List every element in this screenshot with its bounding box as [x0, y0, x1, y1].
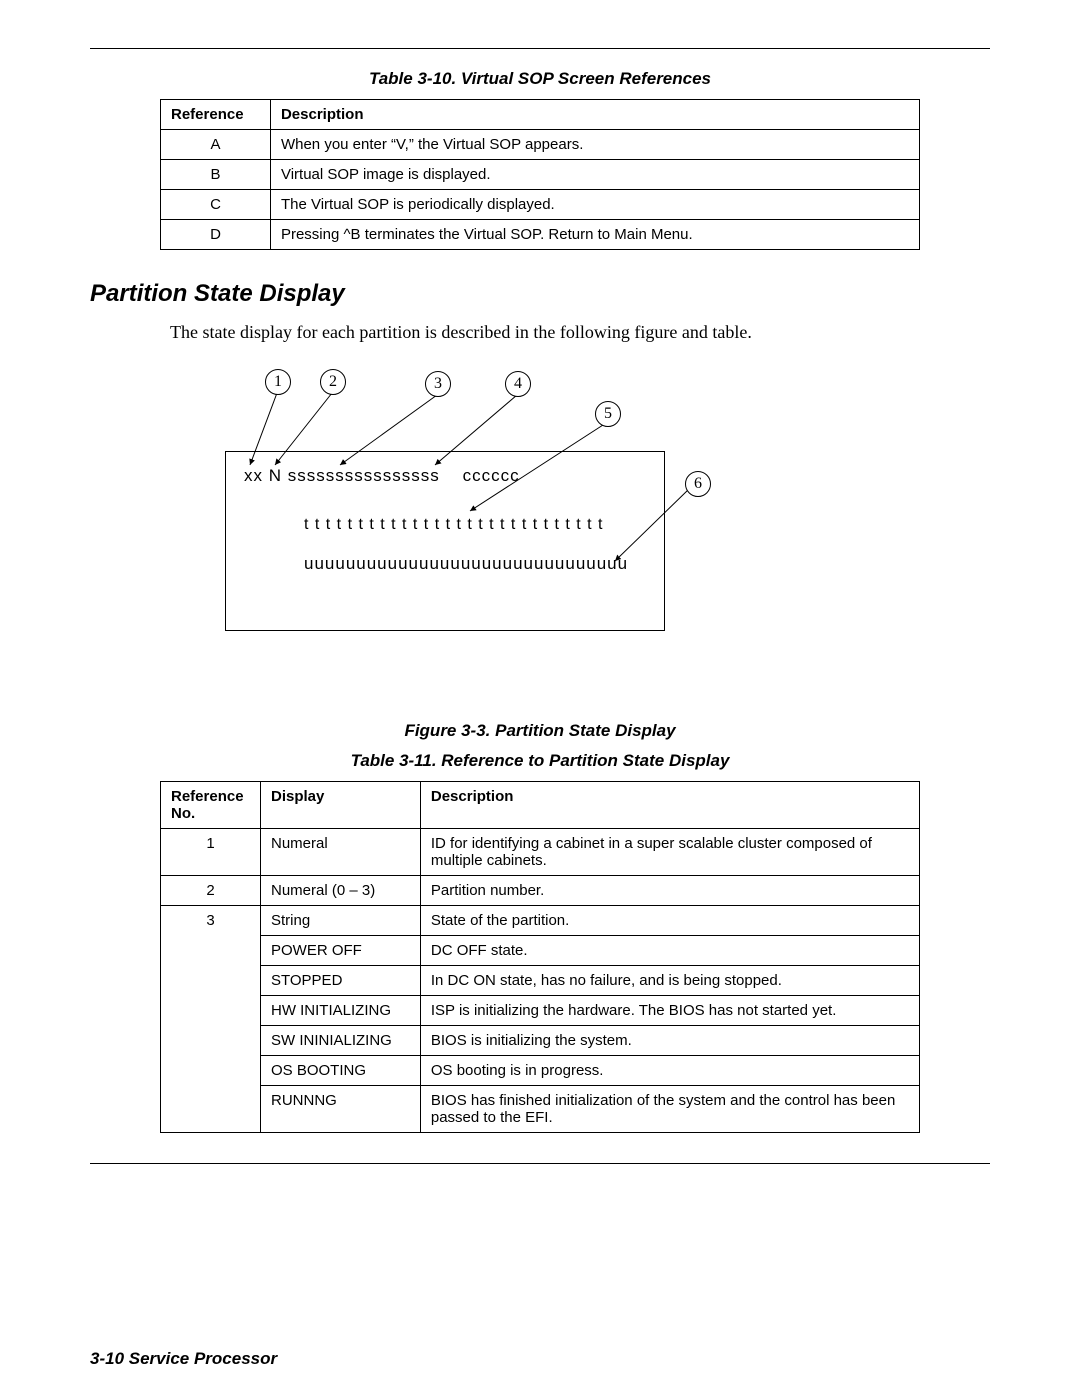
cell-desc: State of the partition.	[420, 906, 919, 936]
callout-bubble-5: 5	[595, 401, 621, 427]
cell-display: OS BOOTING	[260, 1056, 420, 1086]
table-row: D Pressing ^B terminates the Virtual SOP…	[161, 220, 920, 250]
table-row: POWER OFF DC OFF state.	[161, 936, 920, 966]
figure-3-3-caption: Figure 3-3. Partition State Display	[80, 721, 1000, 741]
page: Table 3-10. Virtual SOP Screen Reference…	[0, 0, 1080, 1397]
section-title: Partition State Display	[90, 280, 990, 308]
table-row: C The Virtual SOP is periodically displa…	[161, 190, 920, 220]
cell-refno: 3	[161, 906, 261, 1133]
cell-ref: B	[161, 160, 271, 190]
cell-desc: ISP is initializing the hardware. The BI…	[420, 996, 919, 1026]
display-line-1: xx N ssssssssssssssss cccccc	[244, 466, 646, 486]
page-footer: 3-10 Service Processor	[90, 1349, 277, 1369]
figure-3-3: xx N ssssssssssssssss cccccc t t t t t t…	[175, 361, 905, 681]
cell-display: POWER OFF	[260, 936, 420, 966]
bottom-rule	[90, 1163, 990, 1164]
cell-refno: 2	[161, 876, 261, 906]
cell-display: RUNNNG	[260, 1086, 420, 1133]
table-row: Reference Description	[161, 100, 920, 130]
cell-desc: BIOS is initializing the system.	[420, 1026, 919, 1056]
callout-bubble-3: 3	[425, 371, 451, 397]
cell-refno: 1	[161, 829, 261, 876]
display-line-2: t t t t t t t t t t t t t t t t t t t t …	[244, 516, 646, 534]
display-box: xx N ssssssssssssssss cccccc t t t t t t…	[225, 451, 665, 631]
table-311-caption: Table 3-11. Reference to Partition State…	[80, 751, 1000, 771]
cell-ref: D	[161, 220, 271, 250]
callout-bubble-6: 6	[685, 471, 711, 497]
cell-desc: ID for identifying a cabinet in a super …	[420, 829, 919, 876]
top-rule	[90, 48, 990, 49]
table-row: 1 Numeral ID for identifying a cabinet i…	[161, 829, 920, 876]
cell-desc: When you enter “V,” the Virtual SOP appe…	[270, 130, 919, 160]
cell-desc: The Virtual SOP is periodically displaye…	[270, 190, 919, 220]
cell-display: String	[260, 906, 420, 936]
col-description: Description	[270, 100, 919, 130]
cell-display: Numeral	[260, 829, 420, 876]
section-body: The state display for each partition is …	[170, 322, 990, 343]
cell-desc: Pressing ^B terminates the Virtual SOP. …	[270, 220, 919, 250]
table-row: B Virtual SOP image is displayed.	[161, 160, 920, 190]
display-line-3: uuuuuuuuuuuuuuuuuuuuuuuuuuuuuuu	[244, 554, 646, 574]
col-reference: Reference	[161, 100, 271, 130]
table-row: SW ININIALIZING BIOS is initializing the…	[161, 1026, 920, 1056]
cell-display: STOPPED	[260, 966, 420, 996]
table-row: 2 Numeral (0 – 3) Partition number.	[161, 876, 920, 906]
cell-ref: A	[161, 130, 271, 160]
table-row: Reference No. Display Description	[161, 782, 920, 829]
table-row: 3 String State of the partition.	[161, 906, 920, 936]
col-display: Display	[260, 782, 420, 829]
table-row: STOPPED In DC ON state, has no failure, …	[161, 966, 920, 996]
col-description: Description	[420, 782, 919, 829]
callout-bubble-1: 1	[265, 369, 291, 395]
table-row: OS BOOTING OS booting is in progress.	[161, 1056, 920, 1086]
cell-ref: C	[161, 190, 271, 220]
cell-desc: OS booting is in progress.	[420, 1056, 919, 1086]
table-row: RUNNNG BIOS has finished initialization …	[161, 1086, 920, 1133]
cell-desc: BIOS has finished initialization of the …	[420, 1086, 919, 1133]
table-row: HW INITIALIZING ISP is initializing the …	[161, 996, 920, 1026]
cell-display: Numeral (0 – 3)	[260, 876, 420, 906]
cell-desc: Virtual SOP image is displayed.	[270, 160, 919, 190]
table-310-caption: Table 3-10. Virtual SOP Screen Reference…	[80, 69, 1000, 89]
cell-desc: DC OFF state.	[420, 936, 919, 966]
callout-bubble-4: 4	[505, 371, 531, 397]
table-row: A When you enter “V,” the Virtual SOP ap…	[161, 130, 920, 160]
cell-desc: In DC ON state, has no failure, and is b…	[420, 966, 919, 996]
col-ref-no: Reference No.	[161, 782, 261, 829]
table-310: Reference Description A When you enter “…	[160, 99, 920, 250]
cell-display: SW ININIALIZING	[260, 1026, 420, 1056]
callout-bubble-2: 2	[320, 369, 346, 395]
table-311: Reference No. Display Description 1 Nume…	[160, 781, 920, 1133]
cell-display: HW INITIALIZING	[260, 996, 420, 1026]
cell-desc: Partition number.	[420, 876, 919, 906]
